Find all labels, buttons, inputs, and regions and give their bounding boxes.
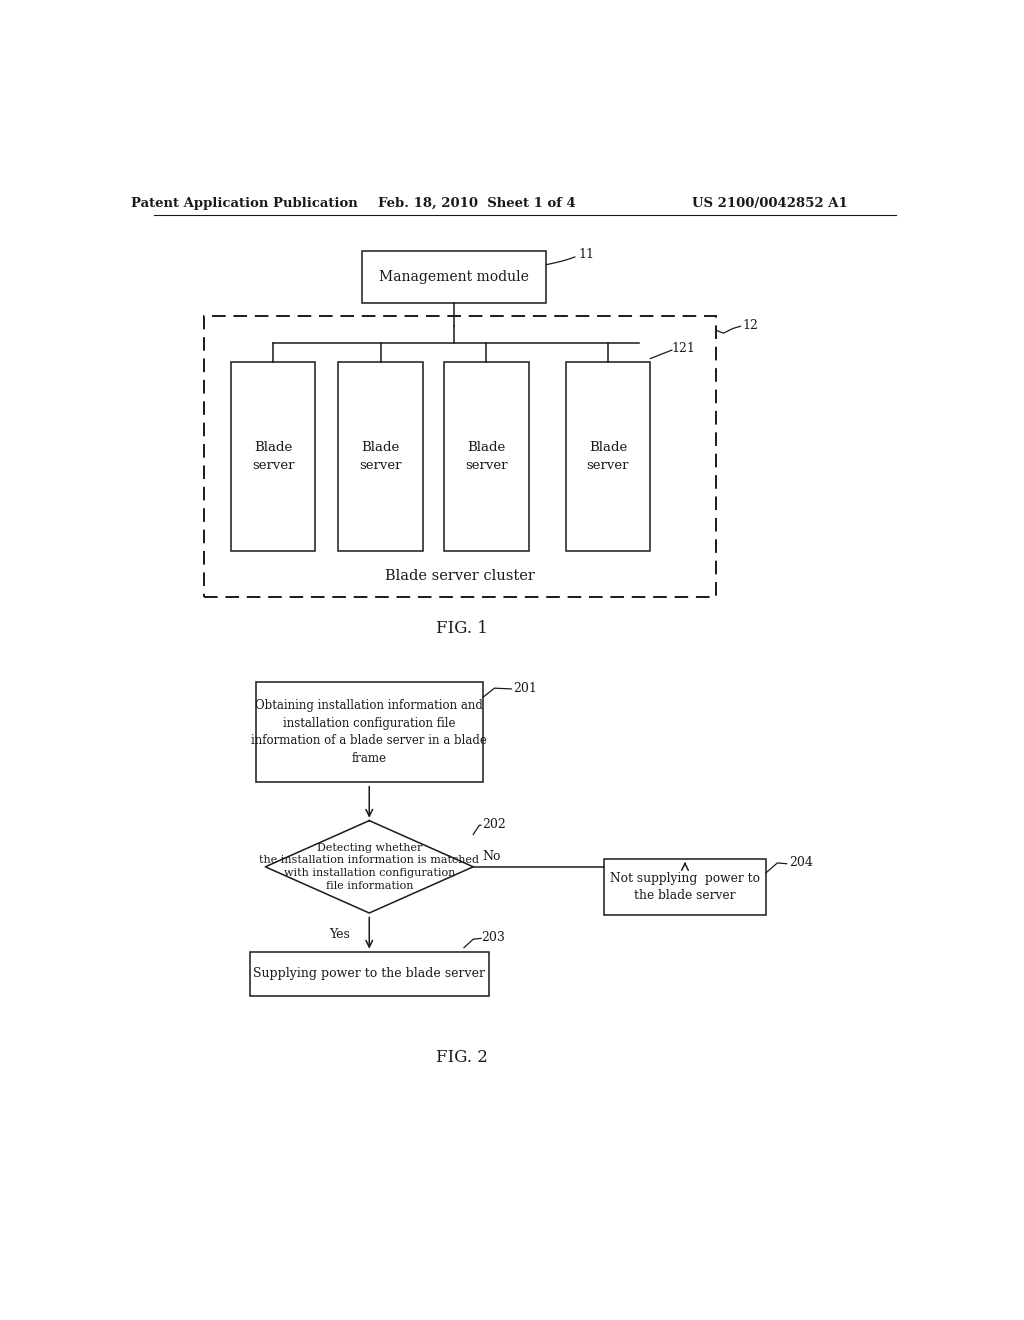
FancyBboxPatch shape	[256, 682, 483, 781]
FancyBboxPatch shape	[250, 952, 488, 997]
Text: Not supplying  power to
the blade server: Not supplying power to the blade server	[610, 871, 760, 902]
Text: Detecting whether
the installation information is matched
with installation conf: Detecting whether the installation infor…	[259, 842, 479, 891]
Text: 201: 201	[514, 681, 538, 694]
Text: Yes: Yes	[330, 928, 350, 941]
FancyBboxPatch shape	[339, 363, 423, 552]
Text: Management module: Management module	[379, 271, 529, 284]
Text: Feb. 18, 2010  Sheet 1 of 4: Feb. 18, 2010 Sheet 1 of 4	[378, 197, 575, 210]
Text: 121: 121	[672, 342, 695, 355]
FancyBboxPatch shape	[604, 859, 766, 915]
Text: 204: 204	[788, 857, 813, 870]
FancyBboxPatch shape	[444, 363, 528, 552]
Text: Obtaining installation information and
installation configuration file
informati: Obtaining installation information and i…	[251, 700, 487, 764]
Text: FIG. 1: FIG. 1	[436, 619, 487, 636]
FancyBboxPatch shape	[361, 251, 547, 304]
Text: 202: 202	[482, 818, 506, 832]
Text: Blade
server: Blade server	[465, 441, 508, 473]
Text: FIG. 2: FIG. 2	[436, 1049, 487, 1067]
Text: Blade
server: Blade server	[359, 441, 402, 473]
Text: Blade
server: Blade server	[587, 441, 629, 473]
Text: 203: 203	[481, 931, 505, 944]
Text: US 2100/0042852 A1: US 2100/0042852 A1	[692, 197, 848, 210]
Text: No: No	[482, 850, 501, 862]
Text: Blade server cluster: Blade server cluster	[385, 569, 535, 582]
Text: 12: 12	[742, 319, 759, 333]
Text: 11: 11	[579, 248, 595, 261]
FancyBboxPatch shape	[565, 363, 650, 552]
FancyBboxPatch shape	[204, 317, 716, 598]
Text: Blade
server: Blade server	[252, 441, 294, 473]
Text: Supplying power to the blade server: Supplying power to the blade server	[253, 968, 485, 981]
FancyBboxPatch shape	[230, 363, 315, 552]
Text: Patent Application Publication: Patent Application Publication	[131, 197, 358, 210]
